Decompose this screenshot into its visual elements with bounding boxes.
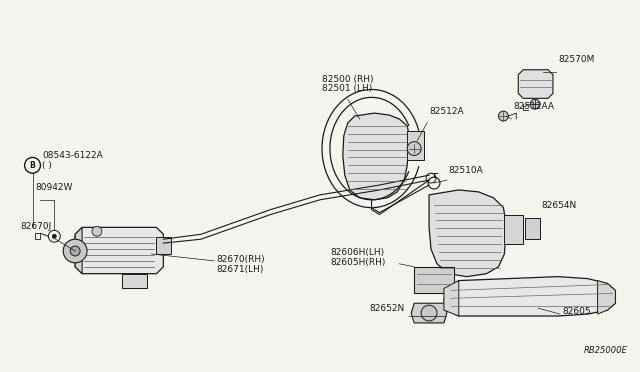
Text: 82512A: 82512A [429, 107, 463, 116]
Polygon shape [444, 277, 616, 316]
Polygon shape [429, 190, 506, 277]
Polygon shape [412, 303, 447, 323]
Circle shape [407, 142, 421, 155]
Circle shape [63, 239, 87, 263]
Polygon shape [518, 70, 553, 98]
Polygon shape [414, 267, 454, 294]
Text: 82654N: 82654N [541, 201, 576, 210]
Text: 82501 (LH): 82501 (LH) [322, 84, 372, 93]
Polygon shape [444, 280, 459, 316]
Text: 82510A: 82510A [449, 166, 484, 175]
Text: 82652N: 82652N [369, 304, 405, 313]
Text: 80942W: 80942W [35, 183, 73, 192]
Polygon shape [598, 280, 616, 314]
Text: 82500 (RH): 82500 (RH) [322, 74, 374, 84]
Circle shape [499, 111, 508, 121]
Text: 82670J: 82670J [20, 222, 52, 231]
Text: 82570M: 82570M [558, 55, 595, 64]
Text: 82605H(RH): 82605H(RH) [330, 258, 385, 267]
Polygon shape [504, 215, 524, 244]
Circle shape [92, 227, 102, 236]
Polygon shape [407, 131, 424, 160]
Text: RB25000E: RB25000E [584, 346, 627, 355]
Circle shape [70, 246, 80, 256]
Text: 82671(LH): 82671(LH) [216, 264, 263, 274]
Text: ( ): ( ) [42, 161, 52, 170]
Polygon shape [343, 113, 409, 200]
Text: 82606H(LH): 82606H(LH) [330, 248, 384, 257]
Polygon shape [122, 274, 147, 288]
Polygon shape [525, 218, 540, 239]
Polygon shape [75, 227, 82, 274]
Text: B: B [29, 161, 35, 170]
Text: 82512AA: 82512AA [513, 102, 554, 111]
Text: 08543-6122A: 08543-6122A [42, 151, 103, 160]
Text: 82670(RH): 82670(RH) [216, 255, 264, 264]
Text: 82605: 82605 [563, 307, 591, 316]
Polygon shape [75, 227, 163, 274]
Circle shape [52, 234, 56, 238]
Polygon shape [156, 237, 172, 254]
Circle shape [421, 305, 437, 321]
Circle shape [530, 99, 540, 109]
